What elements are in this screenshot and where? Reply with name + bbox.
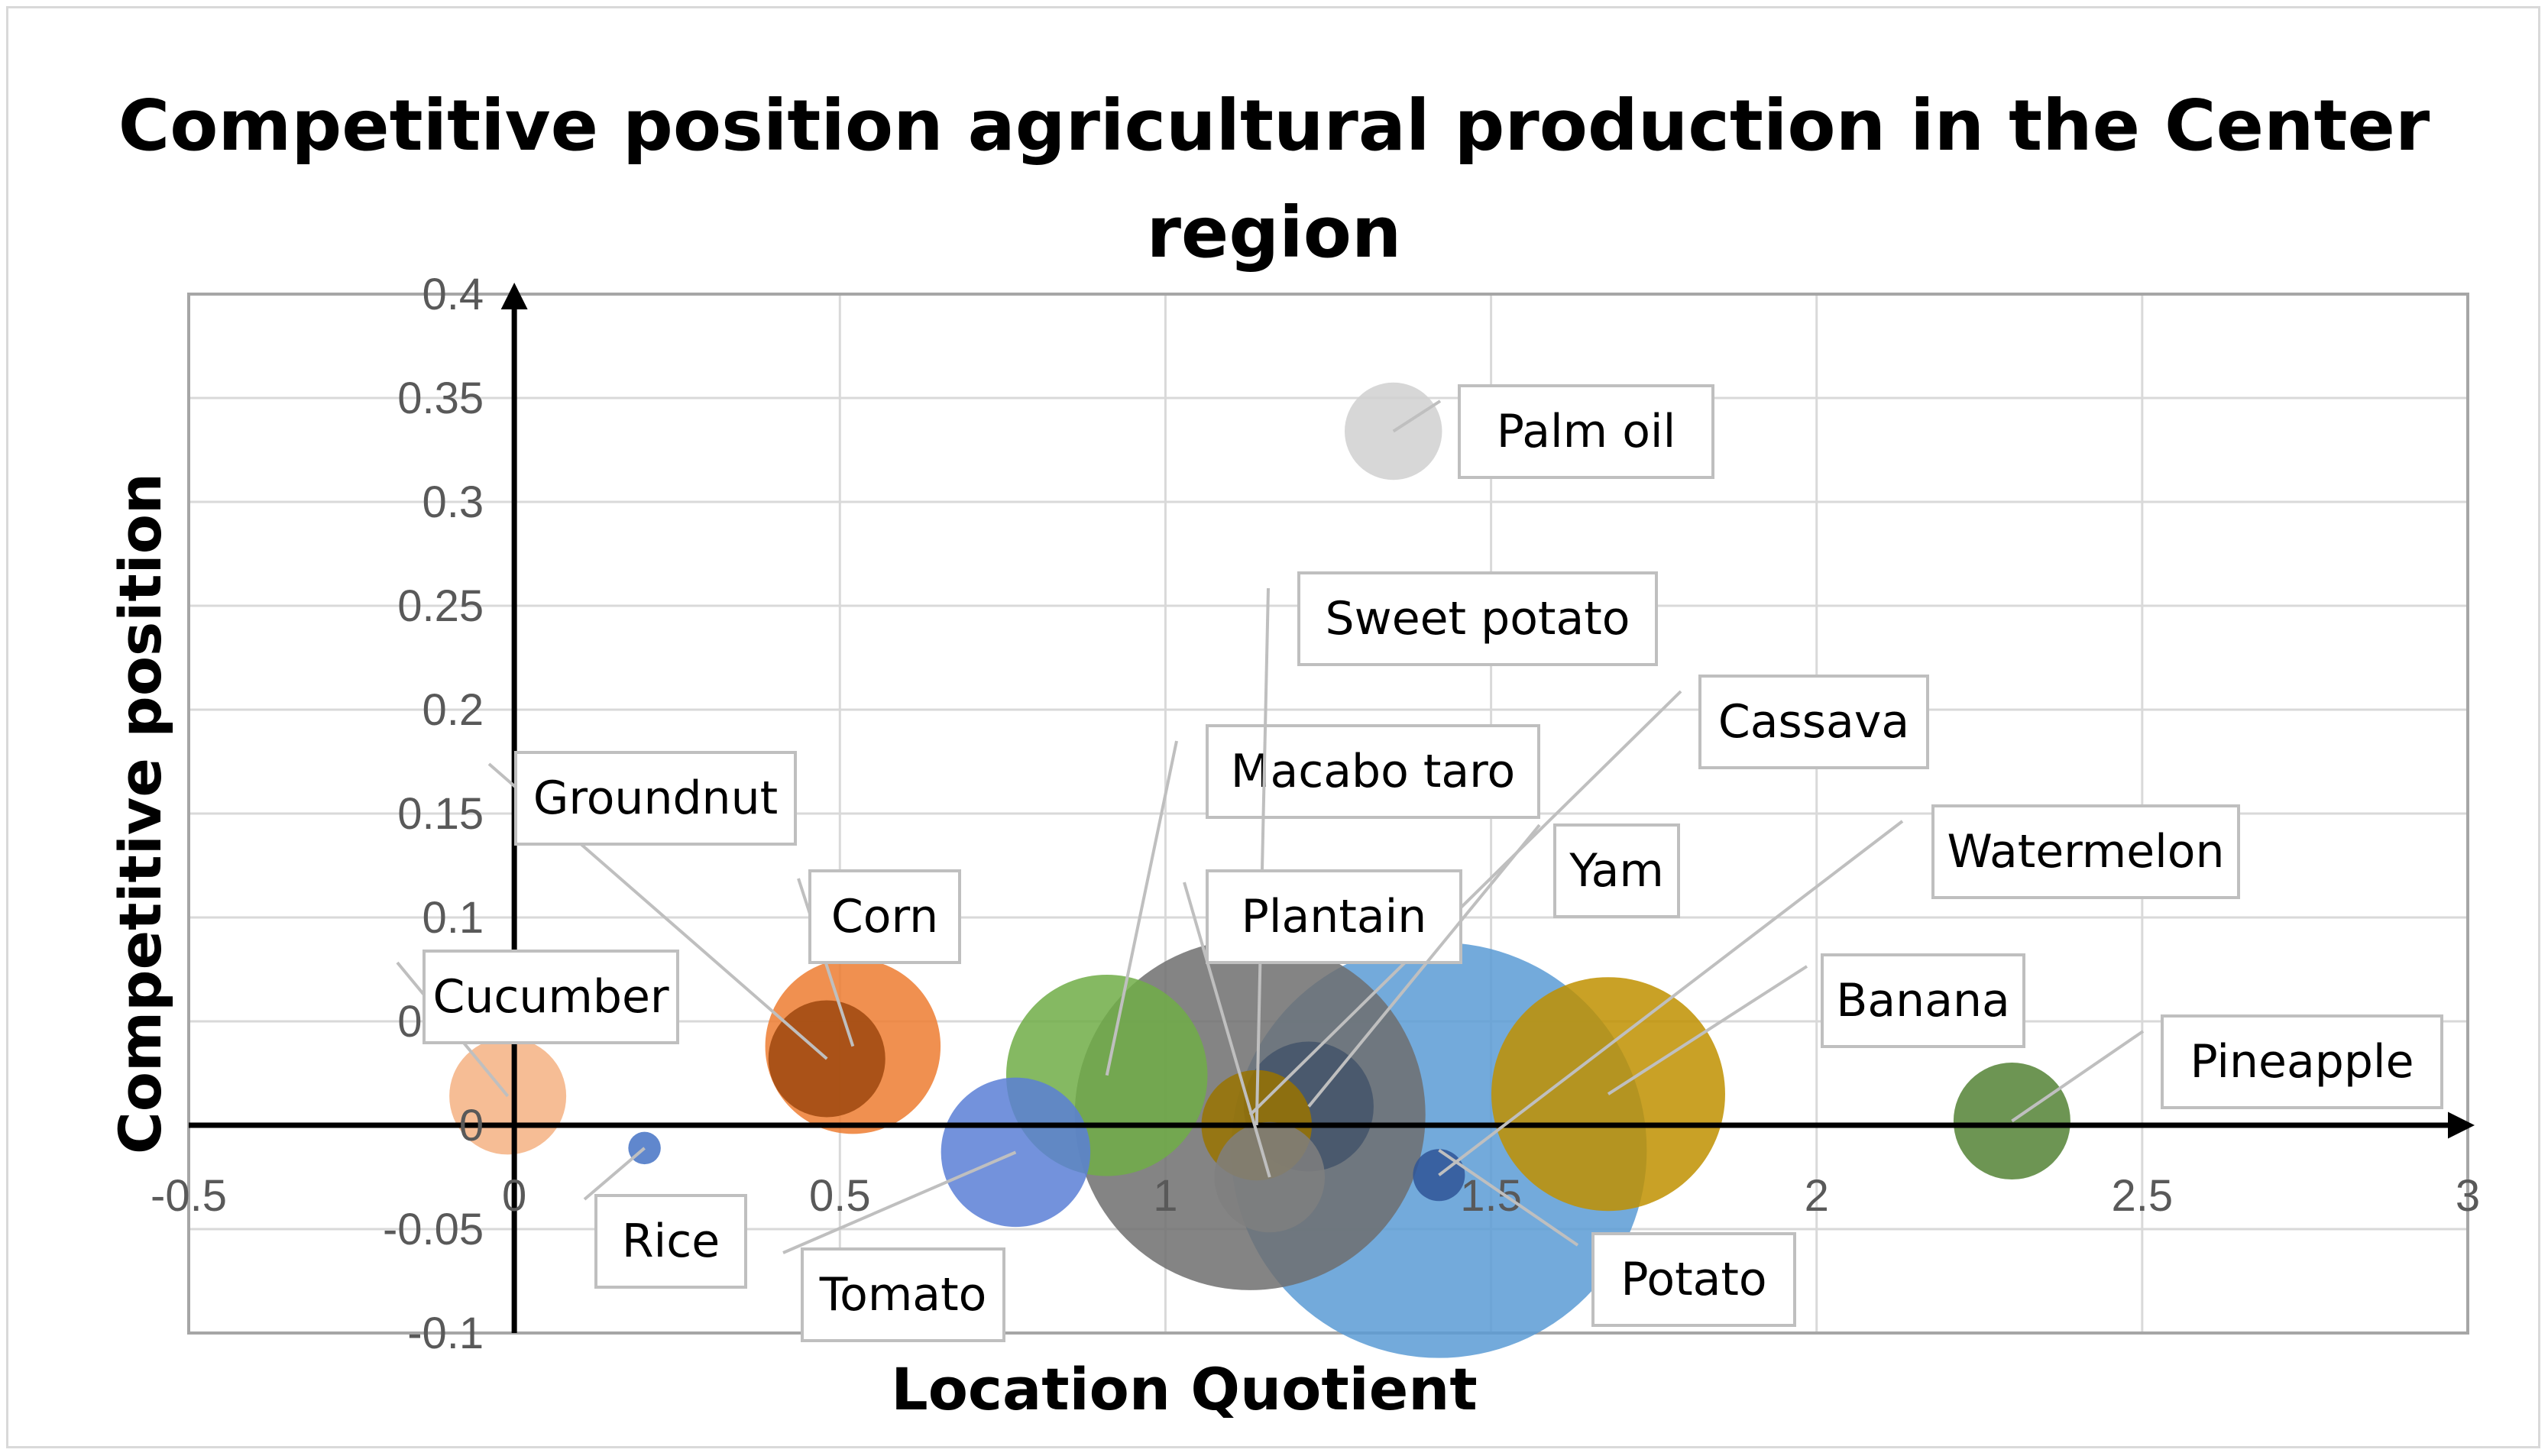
y-tick-label: 0.35 (397, 374, 484, 423)
label-box (2161, 1014, 2443, 1109)
leader-line (1607, 965, 1808, 1095)
data-label-sweet-potato: Sweet potato (1255, 571, 1658, 1126)
plot-area-border (187, 293, 2469, 1335)
y-tick-label: -0.05 (383, 1205, 484, 1254)
label-text: Yam (1569, 844, 1664, 898)
label-text: Plantain (1242, 890, 1427, 943)
leader-line (1307, 823, 1541, 1108)
label-box (1297, 571, 1658, 666)
leader-line (1183, 882, 1271, 1178)
data-label-corn: Corn (797, 869, 961, 1047)
y-tick-label: 0.15 (397, 789, 484, 839)
leader-line (782, 1150, 1017, 1254)
x-axis-title: Location Quotient (891, 1355, 1477, 1423)
data-label-cassava: Cassava (1248, 675, 1929, 1116)
y-axis-title: Competitive position (106, 473, 174, 1154)
label-text: Pineapple (2190, 1035, 2414, 1089)
label-text: Sweet potato (1326, 592, 1630, 645)
x-tick-label: 0.5 (809, 1171, 871, 1221)
data-label-cucumber: Cucumber (396, 950, 679, 1098)
y-tick-label: 0.3 (423, 477, 484, 527)
data-label-macabo-taro: Macabo taro (1105, 724, 1540, 1076)
chart-title: Competitive position agricultural produc… (118, 85, 2430, 273)
data-label-palm-oil: Palm oil (1392, 384, 1714, 479)
leader-line (1105, 740, 1178, 1076)
data-label-yam: Yam (1307, 823, 1680, 1108)
label-box (594, 1194, 747, 1289)
label-text: Palm oil (1497, 405, 1676, 458)
leader-line (583, 1147, 646, 1201)
label-box (1931, 804, 2240, 899)
label-text: Groundnut (533, 772, 778, 825)
y-tick-label: -0.1 (407, 1309, 484, 1358)
label-text: Cassava (1718, 695, 1909, 749)
data-label-pineapple: Pineapple (2011, 1014, 2443, 1123)
data-label-rice: Rice (583, 1147, 747, 1289)
label-box (801, 1247, 1005, 1342)
label-text: Macabo taro (1231, 745, 1516, 798)
label-box (514, 751, 797, 846)
label-box (1206, 869, 1462, 964)
label-text: Banana (1836, 974, 2010, 1027)
y-tick-label: 0.4 (423, 270, 484, 319)
leader-line (2011, 1030, 2145, 1123)
label-box (1591, 1232, 1796, 1327)
label-text: Corn (831, 890, 938, 943)
y-tick-label: 0.1 (423, 893, 484, 943)
label-box (808, 869, 961, 964)
leader-line (1438, 1148, 1579, 1247)
label-box (1698, 675, 1929, 769)
leader-line (1438, 820, 1904, 1176)
x-tick-labels: -0.5 0 0.5 1 1.5 2 2.5 3 (151, 1171, 2480, 1221)
data-label-plantain: Plantain (1183, 869, 1462, 1178)
x-tick-label: 2 (1805, 1171, 1829, 1221)
x-tick-label: -0.5 (151, 1171, 227, 1221)
leader-line (1248, 690, 1682, 1116)
x-tick-label: 1.5 (1460, 1171, 1522, 1221)
leader-line (1392, 400, 1442, 433)
label-text: Watermelon (1947, 825, 2224, 878)
y-tick-label: 0.2 (423, 685, 484, 735)
data-label-groundnut: Groundnut (487, 751, 828, 1060)
x-tick-label: 1 (1153, 1171, 1177, 1221)
label-text: Tomato (819, 1268, 987, 1322)
data-label-potato: Potato (1438, 1148, 1796, 1327)
leader-line (1255, 587, 1270, 1126)
data-label-banana: Banana (1607, 953, 2025, 1095)
label-text: Rice (622, 1215, 720, 1268)
label-box (1553, 823, 1680, 918)
x-tick-label: 3 (2456, 1171, 2480, 1221)
label-box (1821, 953, 2025, 1048)
data-labels: Cucumber Rice Groundnut Corn Tomato Macabo ta… (396, 384, 2443, 1342)
label-box (1458, 384, 1714, 479)
data-label-tomato: Tomato (782, 1150, 1017, 1342)
label-box (423, 950, 679, 1044)
y-tick-label: 0 (459, 1101, 484, 1150)
x-tick-label: 0 (502, 1171, 526, 1221)
label-text: Cucumber (432, 970, 669, 1024)
y-tick-label: 0.25 (397, 581, 484, 631)
data-label-watermelon: Watermelon (1438, 804, 2240, 1176)
label-text: Potato (1620, 1253, 1766, 1306)
x-tick-label: 2.5 (2112, 1171, 2174, 1221)
